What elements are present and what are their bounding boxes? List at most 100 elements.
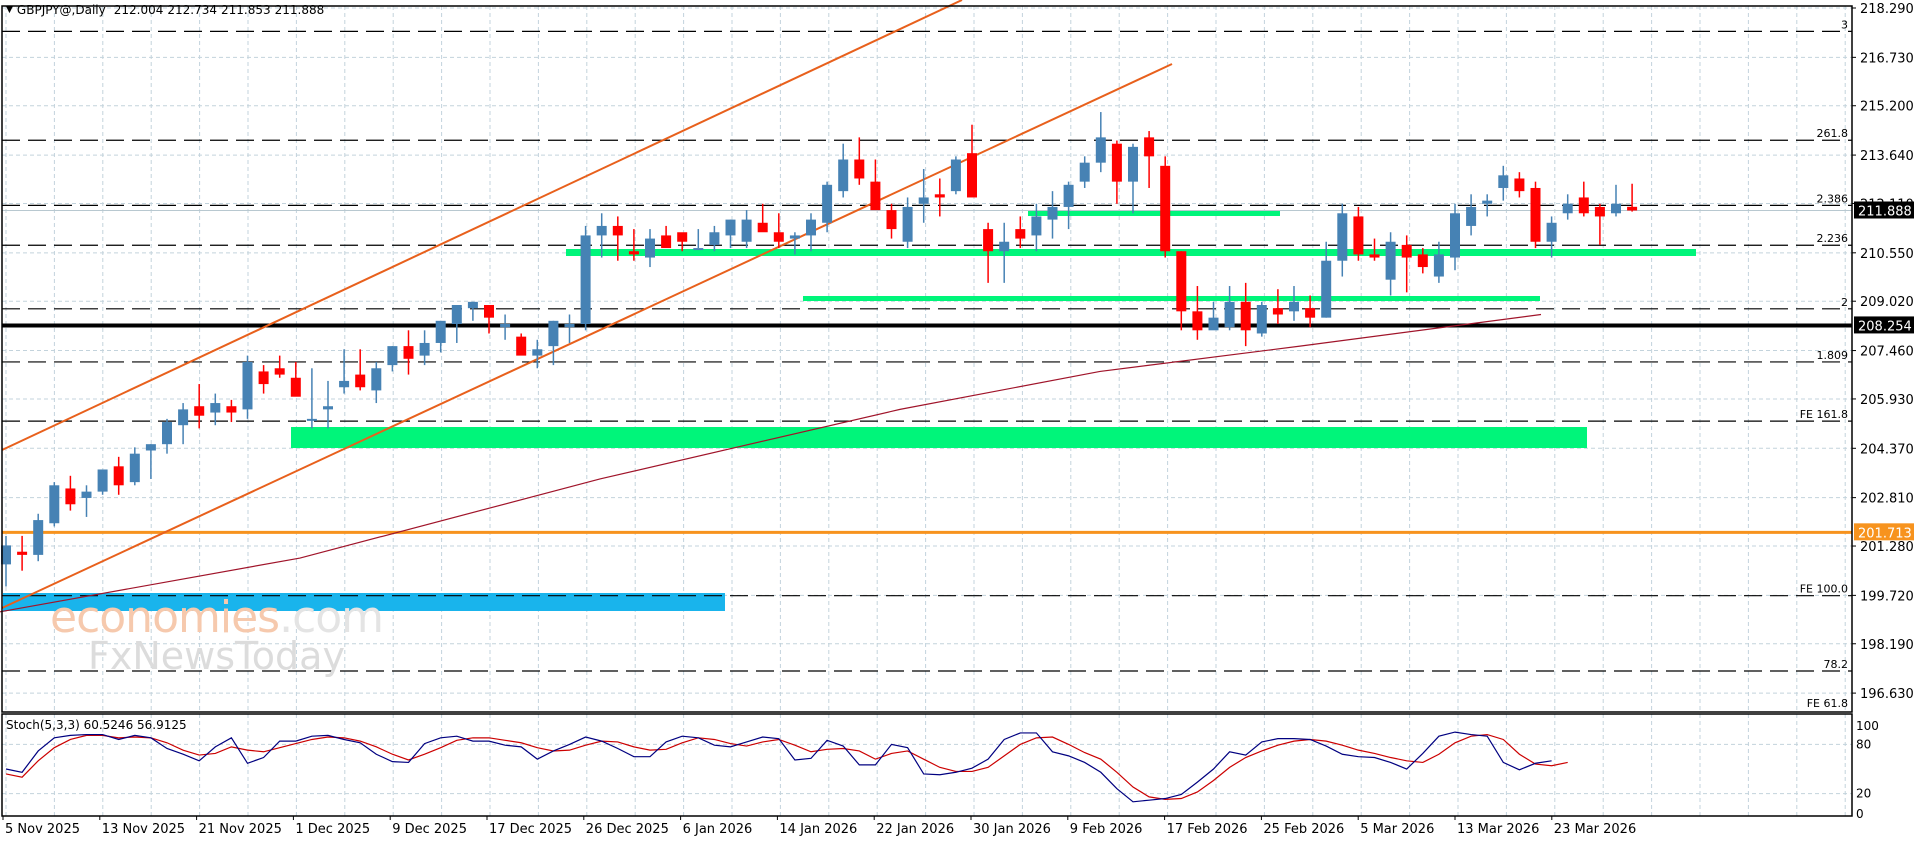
candle-body[interactable] <box>1369 254 1380 258</box>
candle-body[interactable] <box>789 235 800 239</box>
candle-body[interactable] <box>1079 162 1090 182</box>
candle-body[interactable] <box>1466 206 1477 226</box>
candle-body[interactable] <box>1 545 11 565</box>
candle-body[interactable] <box>693 248 704 251</box>
candle-body[interactable] <box>773 232 784 242</box>
candle-body[interactable] <box>226 406 237 413</box>
candle-body[interactable] <box>1546 222 1557 242</box>
candle-body[interactable] <box>661 235 672 249</box>
candle-body[interactable] <box>194 406 205 416</box>
candle-body[interactable] <box>1337 213 1348 261</box>
candle-body[interactable] <box>1353 216 1364 255</box>
candle-body[interactable] <box>419 342 430 356</box>
candle-body[interactable] <box>210 403 221 413</box>
candle-body[interactable] <box>1401 244 1412 258</box>
candle-body[interactable] <box>467 301 478 309</box>
candle-body[interactable] <box>1160 165 1171 252</box>
candle-body[interactable] <box>33 520 44 555</box>
candle-body[interactable] <box>17 551 28 555</box>
candle-body[interactable] <box>113 466 124 486</box>
candle-body[interactable] <box>838 159 849 192</box>
candle-body[interactable] <box>1047 206 1058 220</box>
candle-body[interactable] <box>1611 203 1621 214</box>
candle-body[interactable] <box>999 241 1010 252</box>
candle-body[interactable] <box>1450 213 1460 258</box>
candle-body[interactable] <box>484 305 494 318</box>
candle-body[interactable] <box>162 422 172 445</box>
candle-body[interactable] <box>290 377 301 397</box>
candle-body[interactable] <box>355 374 366 388</box>
candle-body[interactable] <box>1176 251 1187 312</box>
candle-body[interactable] <box>403 346 414 359</box>
candle-body[interactable] <box>65 488 76 505</box>
candle-body[interactable] <box>1111 143 1122 182</box>
candle-body[interactable] <box>645 238 655 258</box>
candle-body[interactable] <box>822 184 833 223</box>
candle-body[interactable] <box>709 232 720 245</box>
candle-body[interactable] <box>258 371 269 385</box>
candle-body[interactable] <box>97 469 108 492</box>
candle-body[interactable] <box>1305 308 1316 318</box>
channel-upper-line[interactable] <box>1 0 963 451</box>
candle-body[interactable] <box>500 323 511 328</box>
candle-body[interactable] <box>387 346 398 366</box>
candle-body[interactable] <box>451 305 462 324</box>
candle-body[interactable] <box>1144 137 1155 157</box>
candle-body[interactable] <box>1627 206 1638 211</box>
candle-body[interactable] <box>435 320 446 343</box>
candle-body[interactable] <box>306 418 317 421</box>
candle-body[interactable] <box>1289 301 1299 312</box>
candle-body[interactable] <box>1272 308 1283 315</box>
candle-body[interactable] <box>564 323 575 328</box>
candle-body[interactable] <box>1385 241 1396 280</box>
candle-body[interactable] <box>854 159 865 179</box>
candle-body[interactable] <box>934 194 945 198</box>
candle-body[interactable] <box>339 380 350 388</box>
candle-body[interactable] <box>129 453 140 483</box>
candle-body[interactable] <box>677 232 688 242</box>
candle-body[interactable] <box>886 210 897 230</box>
candle-body[interactable] <box>1578 197 1589 214</box>
candle-body[interactable] <box>178 409 189 426</box>
candle-body[interactable] <box>950 159 961 192</box>
candle-body[interactable] <box>548 320 559 347</box>
candle-body[interactable] <box>242 361 253 410</box>
candle-body[interactable] <box>1530 187 1541 242</box>
candle-body[interactable] <box>1498 175 1509 188</box>
candle-body[interactable] <box>580 235 591 324</box>
candle-body[interactable] <box>983 229 994 252</box>
candle-body[interactable] <box>806 219 816 236</box>
candle-body[interactable] <box>612 225 623 236</box>
candle-body[interactable] <box>1128 146 1138 182</box>
candle-body[interactable] <box>870 181 881 211</box>
candle-body[interactable] <box>516 336 527 356</box>
candle-body[interactable] <box>628 251 639 255</box>
candle-body[interactable] <box>1514 178 1525 192</box>
candle-body[interactable] <box>1562 203 1573 214</box>
candle-body[interactable] <box>725 219 736 236</box>
candle-body[interactable] <box>145 444 156 451</box>
candle-body[interactable] <box>1594 206 1605 217</box>
candle-body[interactable] <box>1031 216 1042 236</box>
candle-body[interactable] <box>918 197 929 204</box>
candle-body[interactable] <box>757 222 768 233</box>
candle-body[interactable] <box>371 368 382 391</box>
candle-body[interactable] <box>902 206 913 242</box>
candle-body[interactable] <box>1240 301 1251 331</box>
candle-body[interactable] <box>1417 254 1428 268</box>
candle-body[interactable] <box>49 485 60 524</box>
triangle-down-icon[interactable]: ▼ <box>6 5 13 15</box>
candle-body[interactable] <box>1015 229 1026 239</box>
candle-body[interactable] <box>1095 137 1106 163</box>
candle-body[interactable] <box>1433 254 1444 277</box>
candle-body[interactable] <box>1482 200 1493 204</box>
candle-body[interactable] <box>323 406 333 410</box>
candle-body[interactable] <box>1208 317 1219 331</box>
candle-body[interactable] <box>274 368 285 375</box>
candle-body[interactable] <box>967 153 977 198</box>
candle-body[interactable] <box>1321 260 1332 318</box>
candle-body[interactable] <box>1224 301 1235 328</box>
candle-body[interactable] <box>1063 184 1074 207</box>
